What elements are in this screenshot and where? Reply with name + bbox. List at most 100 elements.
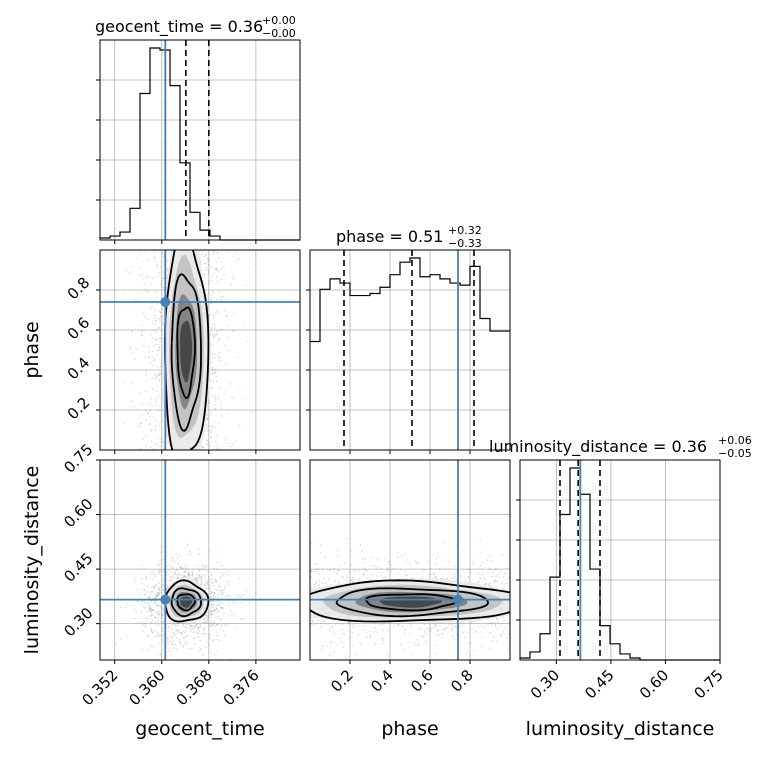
scatter-point	[502, 616, 505, 619]
scatter-point	[211, 372, 214, 375]
scatter-point	[153, 317, 155, 320]
scatter-point	[398, 662, 400, 664]
contour-line	[170, 273, 202, 432]
scatter-point	[171, 623, 174, 626]
truth-point	[160, 297, 171, 307]
scatter-point	[161, 251, 164, 254]
scatter-point	[219, 447, 222, 449]
scatter-point	[175, 553, 178, 556]
scatter-point	[436, 552, 439, 554]
scatter-point	[159, 340, 161, 343]
scatter-point	[206, 258, 209, 260]
scatter-point	[215, 261, 217, 263]
scatter-point	[148, 351, 150, 353]
scatter-point	[155, 290, 157, 293]
scatter-point	[467, 643, 469, 645]
scatter-point	[226, 581, 229, 584]
scatter-point	[502, 576, 505, 578]
scatter-point	[348, 621, 351, 623]
scatter-point	[209, 411, 212, 414]
scatter-point	[434, 625, 436, 627]
scatter-point	[217, 616, 220, 618]
scatter-point	[344, 657, 347, 659]
scatter-point	[477, 581, 480, 583]
scatter-point	[203, 276, 205, 278]
scatter-point	[167, 586, 169, 588]
scatter-point	[140, 568, 143, 571]
scatter-point	[155, 424, 157, 427]
scatter-point	[410, 623, 413, 625]
scatter-point	[161, 639, 164, 641]
scatter-point	[143, 589, 145, 592]
scatter-point	[215, 624, 218, 626]
scatter-point	[187, 573, 190, 575]
scatter-point	[198, 553, 201, 555]
scatter-point	[141, 578, 144, 581]
scatter-point	[161, 614, 163, 616]
scatter-point	[228, 336, 230, 339]
scatter-point	[215, 611, 217, 614]
scatter-point	[179, 566, 182, 568]
scatter-point	[499, 570, 502, 572]
scatter-point	[198, 626, 201, 628]
scatter-point	[189, 573, 191, 576]
scatter-point	[210, 624, 213, 627]
scatter-point	[350, 578, 353, 581]
scatter-point	[502, 631, 504, 633]
scatter-point	[434, 576, 436, 579]
scatter-point	[406, 574, 409, 577]
scatter-point	[208, 623, 210, 625]
scatter-point	[464, 579, 467, 582]
scatter-point	[140, 414, 143, 417]
scatter-point	[211, 428, 213, 431]
scatter-point	[129, 348, 131, 350]
scatter-point	[212, 582, 215, 584]
scatter-point	[215, 333, 218, 335]
scatter-point	[157, 317, 159, 319]
scatter-point	[497, 621, 499, 623]
scatter-point	[202, 574, 204, 576]
scatter-point	[163, 589, 165, 591]
scatter-point	[401, 554, 403, 557]
scatter-point	[150, 334, 152, 336]
scatter-point	[205, 633, 208, 635]
scatter-point	[139, 621, 142, 623]
scatter-point	[184, 575, 186, 577]
scatter-point	[218, 291, 221, 293]
scatter-point	[310, 570, 313, 572]
scatter-point	[235, 616, 238, 618]
scatter-point	[153, 587, 155, 589]
scatter-point	[218, 338, 220, 340]
scatter-point	[213, 314, 215, 317]
scatter-point	[435, 563, 437, 565]
scatter-point	[213, 600, 215, 603]
scatter-point	[243, 324, 246, 326]
scatter-point	[135, 612, 138, 614]
scatter-point	[181, 567, 183, 570]
hist-step	[100, 47, 300, 241]
scatter-point	[162, 441, 165, 444]
scatter-point	[199, 647, 201, 649]
scatter-point	[191, 571, 193, 573]
scatter-point	[210, 330, 212, 333]
scatter-point	[162, 617, 164, 620]
scatter-point	[143, 251, 146, 254]
scatter-point	[162, 558, 164, 561]
scatter-point	[212, 623, 214, 625]
scatter-point	[124, 292, 126, 295]
xlabel-luminosity-distance: luminosity_distance	[526, 718, 715, 740]
scatter-point	[228, 442, 231, 445]
scatter-point	[158, 642, 161, 644]
scatter-point	[351, 631, 353, 634]
scatter-point	[145, 390, 147, 393]
scatter-point	[210, 610, 212, 613]
scatter-point	[140, 273, 143, 276]
scatter-point	[214, 408, 216, 410]
scatter-point	[209, 596, 212, 598]
scatter-point	[142, 438, 145, 441]
scatter-point	[232, 313, 235, 315]
scatter-point	[212, 584, 215, 587]
scatter-point	[337, 569, 339, 571]
scatter-point	[363, 574, 366, 576]
scatter-point	[197, 564, 199, 567]
